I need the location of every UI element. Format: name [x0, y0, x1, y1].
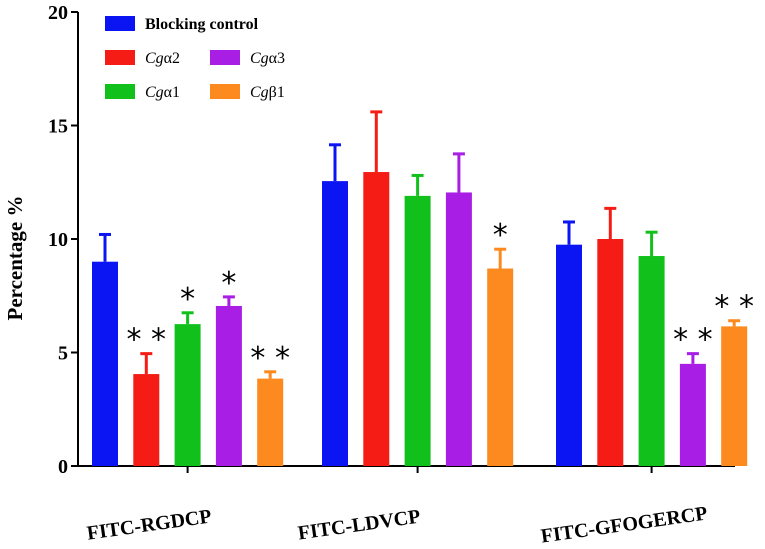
bar [556, 244, 582, 466]
bar [679, 363, 706, 466]
category-label: FITC-GFOGERCP [540, 502, 709, 547]
legend: Blocking control Cgα2 Cgα1 Cgα3 Cgβ1 [105, 16, 285, 101]
legend-label: Blocking control [145, 16, 259, 33]
significance-label: * [493, 218, 508, 253]
y-tick-label: 20 [48, 2, 68, 24]
y-axis-title: Percentage % [3, 196, 27, 321]
bar [404, 195, 431, 466]
y-tick-label: 0 [58, 456, 68, 478]
bar [363, 172, 390, 466]
bar [257, 378, 284, 466]
legend-label: Cgα3 [250, 50, 285, 67]
y-tick-label: 10 [48, 229, 68, 251]
bar [597, 239, 624, 466]
category-label: FITC-RGDCP [85, 505, 212, 544]
significance-label: * * [673, 323, 713, 358]
legend-swatch [210, 50, 240, 65]
significance-label: * [180, 282, 195, 317]
legend-swatch [105, 16, 135, 31]
legend-swatch [105, 84, 135, 99]
bar [487, 268, 514, 466]
bar [721, 326, 748, 466]
legend-label: Cgα1 [145, 84, 180, 101]
bar [638, 256, 665, 466]
legend-label: Cgα2 [145, 50, 180, 67]
legend-label: Cgβ1 [250, 84, 285, 101]
significance-label: * * [250, 341, 290, 376]
significance-label: * [221, 266, 236, 301]
category-labels: FITC-RGDCP FITC-LDVCP FITC-GFOGERCP [85, 502, 708, 547]
significance-label: * * [127, 323, 167, 358]
bar [92, 261, 118, 466]
legend-swatch [105, 50, 135, 65]
category-label: FITC-LDVCP [297, 506, 422, 545]
significance-label: * * [714, 290, 754, 325]
bar [445, 192, 472, 466]
bar [133, 374, 160, 466]
y-tick-label: 5 [58, 343, 68, 365]
y-tick-label: 15 [48, 116, 68, 138]
bar [215, 305, 242, 466]
bars-layer: * ** ** ** *** * [92, 110, 754, 467]
bar [174, 324, 201, 466]
legend-swatch [210, 84, 240, 99]
bar [322, 181, 348, 467]
